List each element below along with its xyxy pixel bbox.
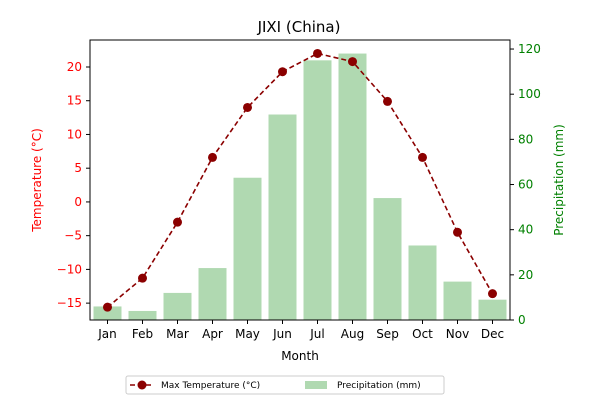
x-tick-label: Jan	[97, 327, 117, 341]
temperature-point	[173, 217, 182, 227]
precipitation-bar	[128, 310, 157, 320]
legend-box	[125, 375, 445, 395]
temperature-point	[348, 57, 357, 67]
x-tick-label: Oct	[412, 327, 433, 341]
right-y-tick-label: 0	[518, 313, 526, 327]
legend-label-temperature: Max Temperature (°C)	[161, 381, 260, 391]
x-tick-label: Aug	[341, 327, 364, 341]
x-axis-title: Month	[281, 349, 319, 363]
x-tick-label: Feb	[132, 327, 153, 341]
right-y-tick-label: 100	[518, 87, 541, 101]
legend-marker-swatch	[137, 380, 147, 390]
temperature-point	[138, 273, 147, 283]
x-tick-label: Jul	[309, 327, 324, 341]
left-y-axis: −15 −10 −5 0 5 10 15 20	[57, 60, 90, 310]
precipitation-bar	[233, 177, 262, 320]
precipitation-bar	[408, 245, 437, 320]
right-y-tick-label: 60	[518, 178, 533, 192]
right-y-tick-label: 40	[518, 223, 533, 237]
precipitation-bar	[443, 281, 472, 320]
left-y-tick-label: 20	[67, 60, 82, 74]
temperature-point	[453, 227, 462, 237]
precipitation-bar	[303, 60, 332, 321]
temperature-point	[208, 152, 217, 162]
precipitation-bar	[478, 299, 507, 320]
temperature-point	[243, 102, 252, 112]
left-y-tick-label: −15	[57, 296, 82, 310]
legend-label-precipitation: Precipitation (mm)	[337, 381, 421, 391]
x-tick-label: Nov	[446, 327, 469, 341]
left-y-tick-label: −5	[64, 229, 82, 243]
x-tick-label: May	[235, 327, 260, 341]
left-y-tick-label: −10	[57, 262, 82, 276]
temperature-point	[488, 289, 497, 299]
x-tick-label: Mar	[166, 327, 189, 341]
bars-layer	[93, 53, 507, 321]
left-y-tick-label: 0	[74, 195, 82, 209]
precipitation-bar	[163, 292, 192, 320]
right-y-axis: 0 20 40 60 80 100 120	[510, 42, 541, 327]
temperature-point	[103, 302, 112, 312]
left-y-tick-label: 10	[67, 127, 82, 141]
x-axis: Jan Feb Mar Apr May Jun Jul Aug Sep Oct Nov Dec	[97, 320, 504, 341]
x-tick-label: Jun	[272, 327, 292, 341]
right-y-axis-title: Precipitation (mm)	[552, 124, 566, 236]
left-y-tick-label: 5	[74, 161, 82, 175]
x-tick-label: Apr	[202, 327, 223, 341]
precipitation-bar	[93, 306, 122, 320]
plot-frame	[89, 39, 511, 321]
x-tick-label: Dec	[481, 327, 504, 341]
legend: Max Temperature (°C) Precipitation (mm)	[125, 375, 445, 395]
precipitation-bar	[373, 198, 402, 320]
left-y-axis-title: Temperature (°C)	[30, 128, 44, 233]
right-y-tick-label: 20	[518, 268, 533, 282]
legend-bar-swatch	[305, 381, 327, 389]
temperature-point	[418, 152, 427, 162]
right-y-tick-label: 80	[518, 132, 533, 146]
precipitation-bar	[198, 268, 227, 320]
line-layer	[103, 48, 497, 312]
temperature-point	[313, 48, 322, 58]
left-y-tick-label: 15	[67, 94, 82, 108]
temperature-point	[383, 96, 392, 106]
precipitation-bar	[268, 114, 297, 320]
right-y-tick-label: 120	[518, 42, 541, 56]
temperature-line	[106, 52, 494, 308]
chart-title: JIXI (China)	[257, 18, 341, 36]
x-tick-label: Sep	[376, 327, 399, 341]
precipitation-bar	[338, 53, 367, 320]
temperature-point	[278, 67, 287, 77]
